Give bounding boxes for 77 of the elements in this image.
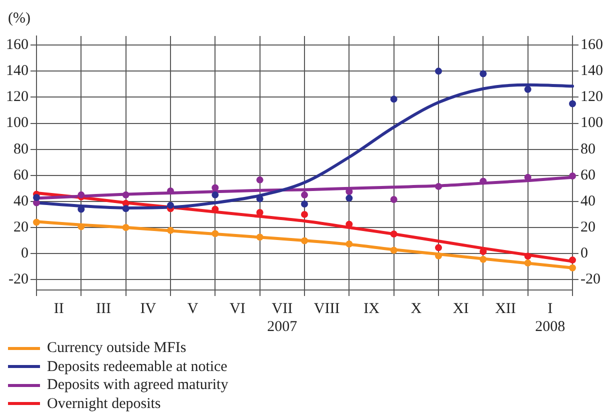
y2-tick-label: 0 bbox=[580, 245, 588, 262]
point bbox=[78, 223, 85, 230]
y-tick-label: -20 bbox=[8, 272, 28, 288]
point bbox=[256, 234, 264, 241]
y2-tick-label: 60 bbox=[580, 167, 596, 184]
point bbox=[569, 264, 576, 272]
y-tick-label: 80 bbox=[14, 141, 28, 158]
x-tick-label: I 2008 bbox=[535, 300, 566, 335]
y-tick-label: 0 bbox=[21, 245, 28, 262]
point bbox=[524, 86, 532, 93]
point bbox=[256, 176, 264, 184]
point bbox=[480, 70, 487, 78]
y-tick-label: 120 bbox=[6, 89, 28, 106]
point bbox=[33, 218, 40, 226]
point bbox=[301, 210, 308, 218]
point bbox=[167, 188, 174, 195]
point bbox=[346, 240, 353, 248]
y2-tick-label: 40 bbox=[580, 193, 596, 210]
point bbox=[390, 96, 398, 103]
point bbox=[435, 252, 442, 260]
point bbox=[33, 194, 40, 202]
point bbox=[480, 248, 487, 256]
y2-tick-label: 80 bbox=[580, 141, 596, 158]
point bbox=[524, 260, 532, 267]
legend-label: Deposits with agreed maturity bbox=[47, 376, 228, 394]
point bbox=[346, 194, 353, 202]
point bbox=[435, 182, 442, 190]
point bbox=[212, 184, 219, 192]
x-tick-label: VII 2007 bbox=[267, 300, 298, 335]
legend-label: Currency outside MFIs bbox=[47, 339, 186, 358]
point bbox=[122, 224, 130, 231]
point bbox=[301, 237, 308, 244]
x-tick-label: VIII bbox=[314, 300, 340, 317]
y2-tick-label: -20 bbox=[580, 272, 600, 288]
point bbox=[435, 68, 442, 75]
point bbox=[569, 172, 576, 180]
y-tick-label: 140 bbox=[6, 63, 28, 80]
x-tick-label: III bbox=[96, 300, 111, 317]
x-tick-label: II bbox=[54, 300, 64, 317]
point bbox=[301, 191, 308, 198]
x-tick-label: VI bbox=[230, 300, 246, 317]
legend-label: Overnight deposits bbox=[47, 394, 161, 412]
y2-tick-label: 120 bbox=[580, 89, 603, 106]
x-tick-label: V bbox=[187, 300, 198, 317]
point bbox=[569, 256, 576, 264]
point bbox=[390, 196, 398, 203]
legend-label: Deposits redeemable at notice bbox=[47, 358, 228, 376]
point bbox=[390, 246, 398, 254]
y2-tick-label: 140 bbox=[580, 63, 603, 80]
point bbox=[212, 230, 219, 238]
y-tick-label: 40 bbox=[14, 193, 28, 210]
y2-tick-label: 100 bbox=[580, 115, 603, 132]
x-tick-label: IX bbox=[364, 300, 380, 317]
point bbox=[390, 230, 398, 238]
point bbox=[167, 226, 174, 234]
point bbox=[122, 191, 130, 198]
point bbox=[212, 191, 219, 198]
point bbox=[480, 256, 487, 263]
y-tick-label: 100 bbox=[6, 115, 28, 132]
y-tick-label: 60 bbox=[14, 167, 28, 184]
x-tick-label: X bbox=[410, 300, 422, 317]
point bbox=[569, 100, 576, 108]
y-tick-label: 160 bbox=[6, 37, 28, 54]
point bbox=[480, 178, 487, 185]
y-axis-title: (%) bbox=[8, 10, 30, 26]
point bbox=[301, 200, 308, 208]
point bbox=[167, 202, 174, 209]
y-tick-label: 20 bbox=[14, 219, 28, 236]
point bbox=[524, 252, 532, 260]
y2-tick-label: 20 bbox=[580, 219, 596, 236]
y2-tick-label: 160 bbox=[580, 37, 603, 54]
x-tick-label: IV bbox=[140, 300, 156, 317]
point bbox=[122, 205, 130, 212]
x-tick-label: XII bbox=[495, 300, 516, 317]
x-tick-label: XI bbox=[452, 300, 469, 317]
point bbox=[435, 244, 442, 252]
point bbox=[256, 209, 264, 216]
